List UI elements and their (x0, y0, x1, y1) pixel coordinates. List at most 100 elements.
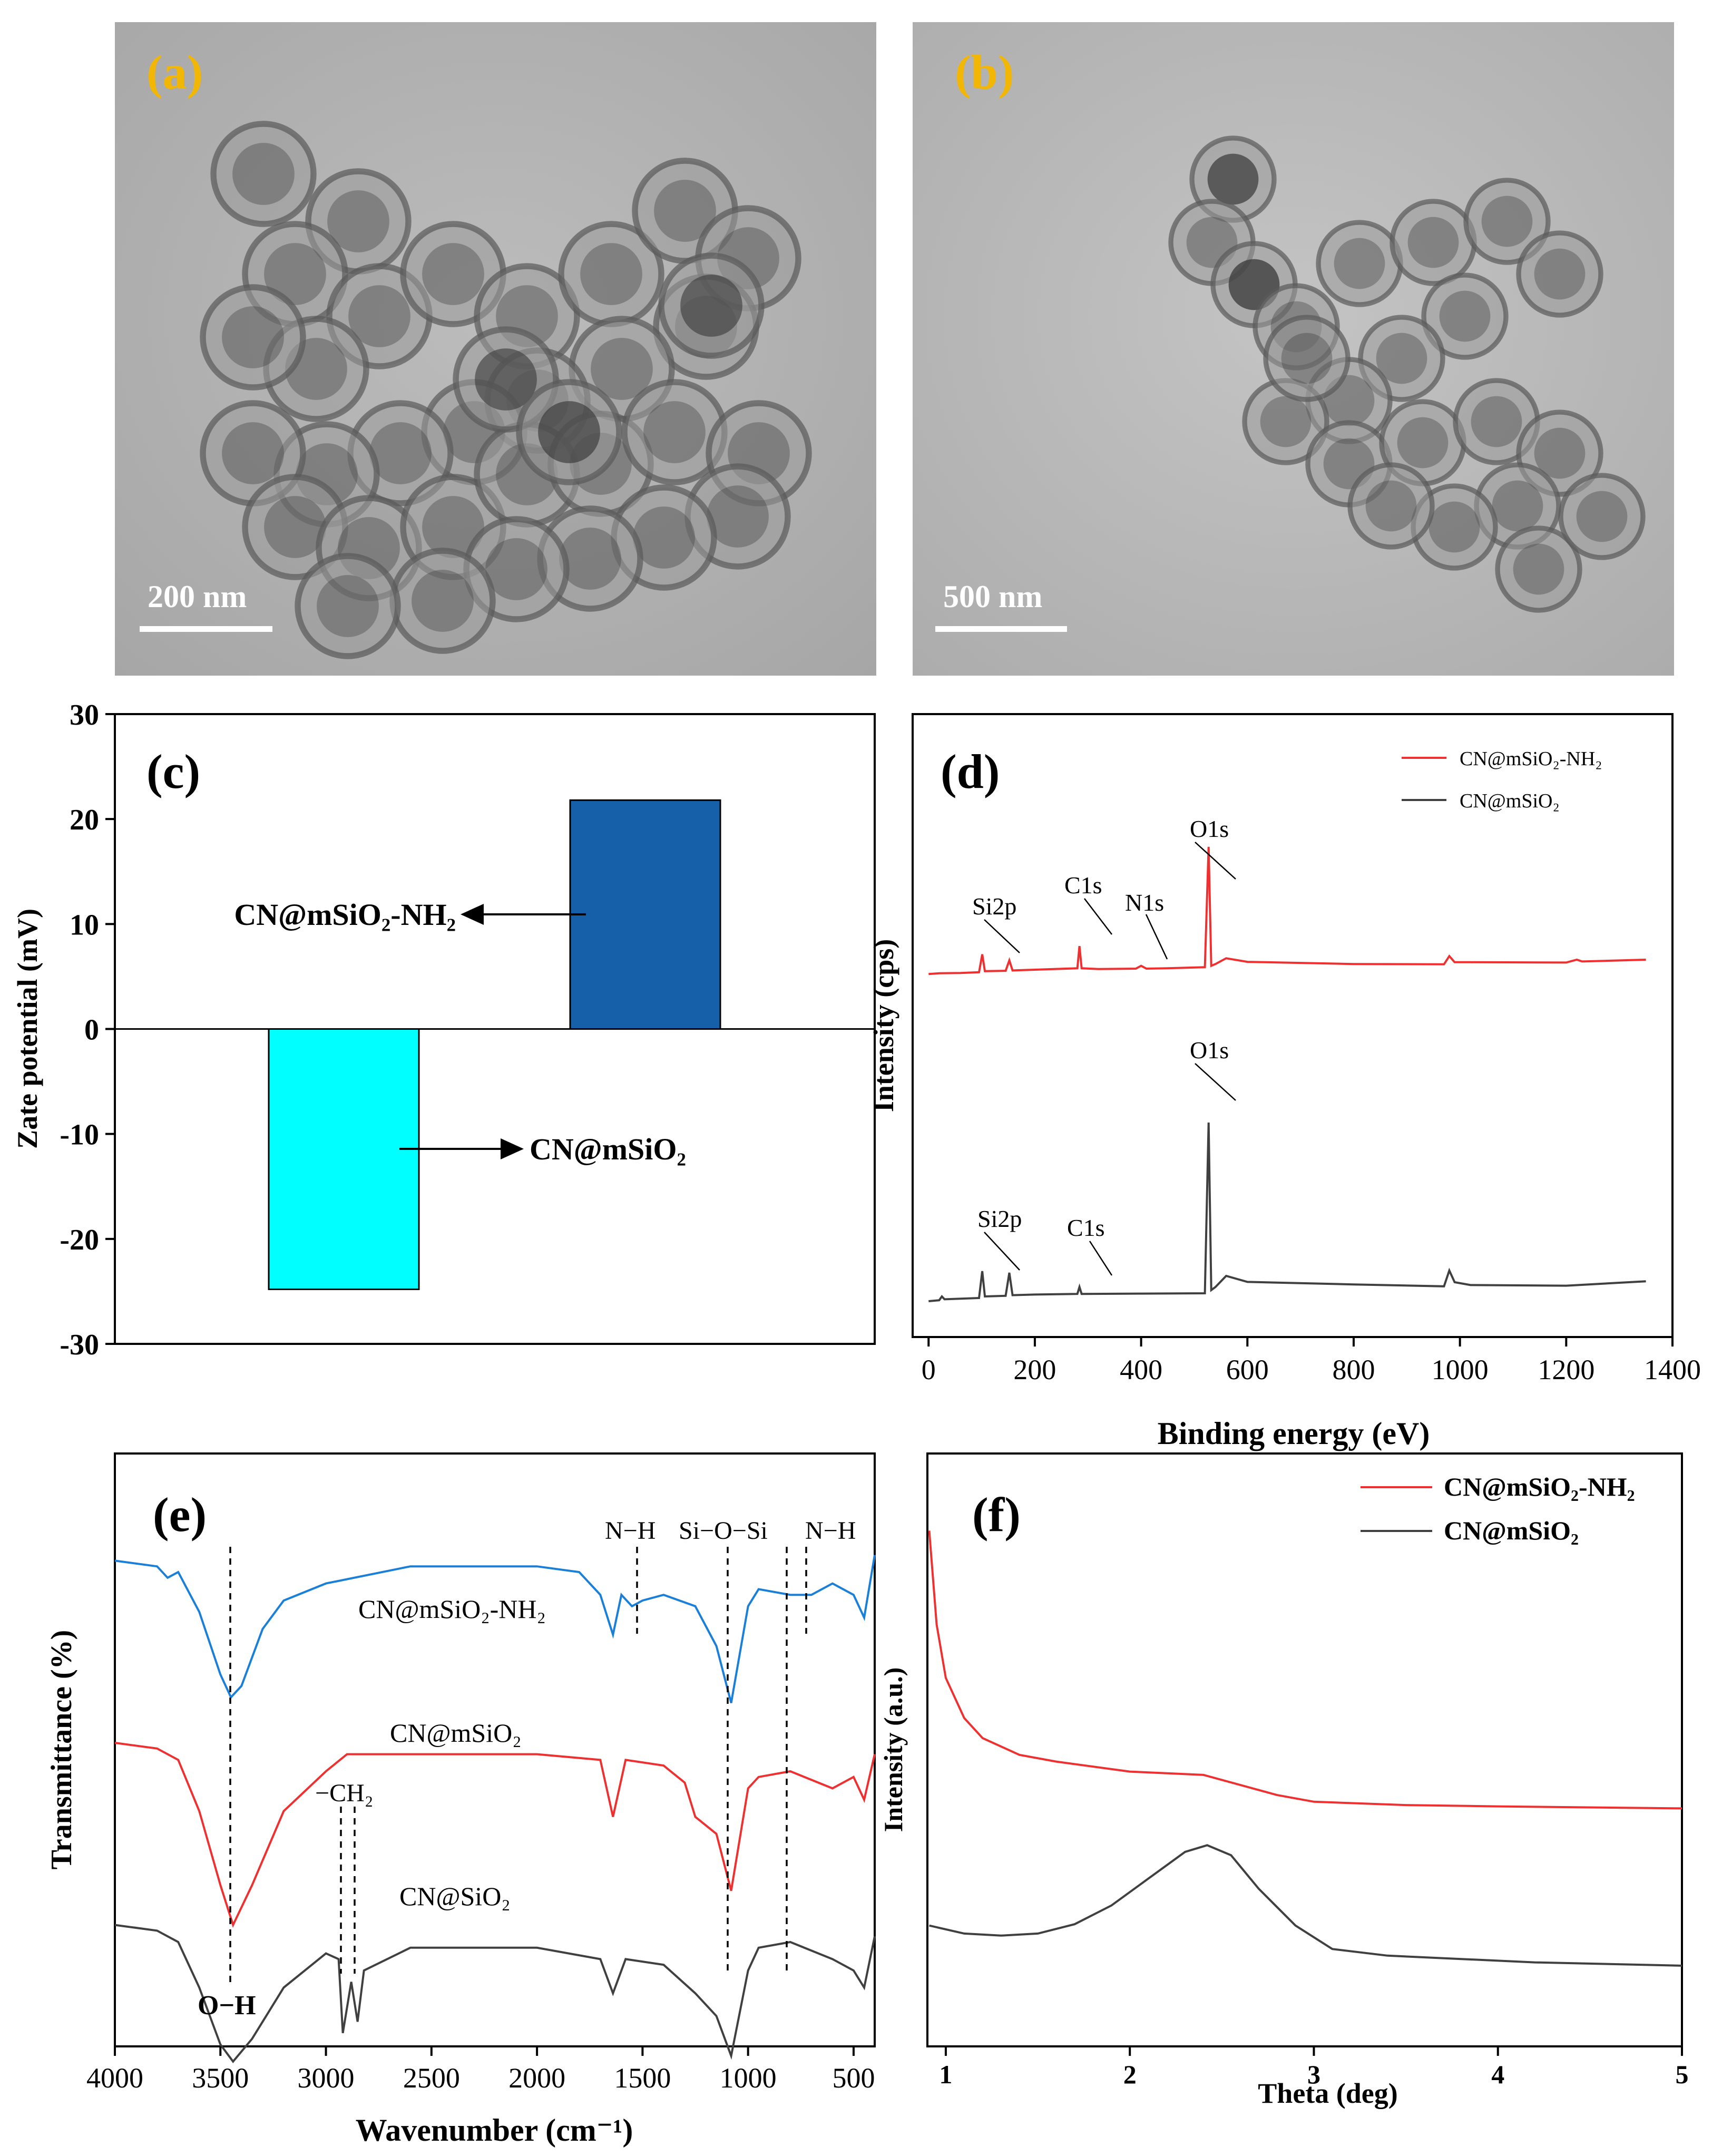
scale-bar-label: 500 nm (943, 579, 1042, 614)
tem-micrograph-image (1168, 135, 1646, 613)
panel-e-ftir-chart: 4000 3500 3000 2500 2000 1500 1000 500 (e) Tran… (45, 1452, 876, 2148)
y-tick-label: 10 (70, 909, 99, 941)
panel-f-saxs-chart: 1 2 3 4 5 (f) Intensity (a.u.) Theta (deg) C… (878, 1452, 1689, 2109)
x-tick-label: 5 (1676, 2060, 1689, 2089)
y-axis-label: Intensity (cps) (868, 939, 899, 1113)
tem-particle-core (559, 528, 621, 590)
y-axis-label: Transmittance (%) (45, 1630, 78, 1870)
x-tick-label: 1200 (1538, 1354, 1594, 1386)
tem-particle-core (264, 496, 326, 558)
band-label-nh: N−H (605, 1517, 655, 1545)
x-tick-label: 4000 (86, 2062, 143, 2094)
x-tick-label: 1500 (614, 2062, 671, 2094)
tem-particle-core (422, 243, 484, 305)
y-tick-label: -30 (60, 1329, 99, 1361)
x-tick-label: 2500 (403, 2062, 460, 2094)
series-line-CN@mSiO2 (114, 1742, 876, 1928)
series-line-CN@mSiO2 (929, 1844, 1682, 1967)
band-label-oh: O−H (198, 1991, 256, 2021)
x-tick-label: 4 (1491, 2060, 1504, 2089)
x-tick-label: 1000 (1432, 1354, 1489, 1386)
x-tick-label: 3500 (192, 2062, 249, 2094)
tem-particle-core (538, 401, 600, 463)
tem-particle-core (633, 506, 695, 569)
x-axis-label: Theta (deg) (1258, 2077, 1397, 2109)
tem-particle-core (232, 143, 295, 205)
tem-micrograph-image (200, 121, 812, 659)
series-line-CN@mSiO2-NH2 (114, 1555, 876, 1703)
panel-label-e: (e) (153, 1488, 207, 1542)
tem-particle-shell (1516, 230, 1603, 318)
x-axis-label: Wavenumber (cm⁻¹) (356, 2113, 633, 2148)
band-label-nh: N−H (805, 1517, 856, 1545)
bar-annotation-msio2: CN@mSiO₂ (530, 1132, 686, 1166)
x-tick-label: 800 (1332, 1354, 1375, 1386)
panel-c-zeta-chart: -30 -20 -10 0 10 20 30 (c) Zate potential (mV)… (12, 699, 876, 1361)
scale-bar-label: 200 nm (148, 579, 247, 614)
tem-particle-shell (1263, 315, 1351, 402)
peak-label-si2p: Si2p (972, 893, 1016, 920)
legend-entry-msio2: CN@mSiO₂ (1444, 1516, 1579, 1545)
y-axis-label: Zate potential (mV) (12, 909, 43, 1149)
tem-particle-core (580, 243, 642, 305)
x-tick-label: 1000 (720, 2062, 777, 2094)
bar-CN@mSiO2 (268, 1028, 420, 1290)
legend-entry-msio2: CN@mSiO₂ (1460, 790, 1560, 812)
tem-particle-core (222, 422, 284, 484)
tem-particle-core (1471, 396, 1522, 447)
y-tick-label: -10 (60, 1119, 99, 1152)
tem-particle-core (317, 575, 379, 637)
peak-label-c1s: C1s (1064, 872, 1102, 899)
tem-particle-core (1429, 501, 1480, 553)
curve-label-sio2: CN@SiO₂ (399, 1881, 511, 1911)
tem-particle-core (1281, 333, 1333, 384)
tem-particle-core (1513, 543, 1564, 595)
tem-particle-shell (1421, 272, 1509, 360)
tem-particle-shell (1347, 462, 1435, 550)
tem-particle-core (1260, 396, 1312, 447)
tem-particle-core (369, 422, 432, 484)
panel-d-xps-chart: 0 200 400 600 800 1000 1200 1400 (d) Intensity … (868, 713, 1701, 1451)
panel-label-c: (c) (146, 745, 200, 798)
tem-particle-core (707, 485, 769, 548)
tem-particle-core (485, 538, 547, 600)
panel-a-tem-image: (a) 200 nm (115, 22, 876, 676)
curve-label-nh2: CN@mSiO₂-NH₂ (358, 1594, 546, 1624)
x-tick-label: 3000 (298, 2062, 355, 2094)
tem-particle-core (348, 285, 410, 347)
tem-particle-shell (295, 553, 401, 659)
legend-entry-nh2: CN@mSiO₂-NH₂ (1444, 1472, 1635, 1501)
peak-label-c1s: C1s (1067, 1214, 1105, 1241)
tem-particle-core (412, 570, 474, 632)
tem-particle-core (591, 338, 653, 400)
tem-particle-core (1376, 333, 1427, 384)
tem-particle-core (1397, 417, 1449, 469)
bar-annotation-nh2: CN@mSiO₂-NH₂ (234, 897, 456, 932)
scale-bar (935, 626, 1067, 632)
x-tick-label: 3 (1307, 2060, 1320, 2089)
curve-label-msio2: CN@mSiO₂ (390, 1718, 522, 1748)
series-line-CN@mSiO2-NH2 (928, 846, 1646, 975)
y-axis-label: Intensity (a.u.) (878, 1667, 908, 1832)
series-line-CN@mSiO2 (928, 1122, 1646, 1302)
tem-particle-core (1576, 491, 1628, 542)
peak-label-si2p: Si2p (977, 1205, 1022, 1232)
peak-label-n1s: N1s (1125, 889, 1164, 916)
bar-CN@mSiO2-NH2 (569, 799, 721, 1030)
tem-particle-shell (210, 121, 317, 227)
band-label-sios: Si−O−Si (679, 1517, 768, 1545)
x-tick-label: 2 (1123, 2060, 1137, 2089)
x-tick-label: 500 (832, 2062, 875, 2094)
x-tick-label: 200 (1013, 1354, 1056, 1386)
panel-label-f: (f) (972, 1488, 1021, 1542)
peak-annotations: Si2p C1s N1s O1s Si2p C1s O1s (972, 815, 1236, 1276)
peak-label-o1s: O1s (1190, 1037, 1229, 1064)
tem-particle-shell (200, 284, 306, 391)
tem-particle-core (1439, 290, 1491, 342)
panel-label-b: (b) (955, 45, 1014, 99)
y-tick-label: 0 (84, 1014, 99, 1047)
tem-particle-core (1534, 248, 1586, 300)
x-tick-label: 2000 (508, 2062, 565, 2094)
tem-particle-core (1365, 480, 1417, 532)
